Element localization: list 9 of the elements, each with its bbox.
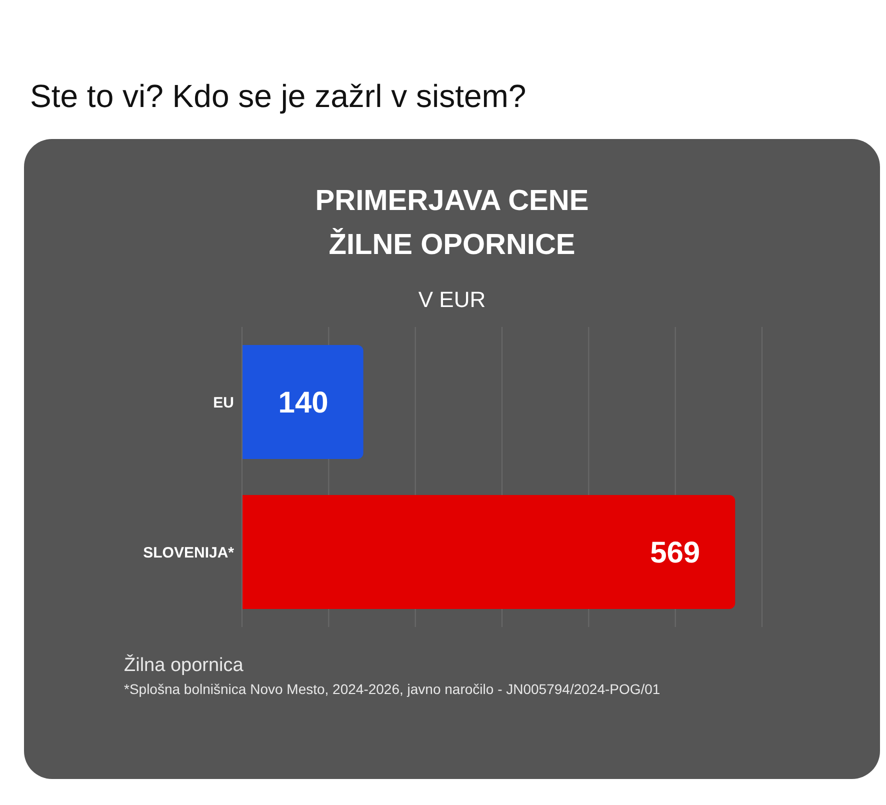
text: Ste to vi? Kdo se je zažrl v sistem? xyxy=(29,77,528,116)
text: Žilna opornica xyxy=(124,655,244,677)
chart-subtitle: V EUR xyxy=(417,287,487,313)
y-tick-label: EU xyxy=(213,394,234,412)
text: *Splošna bolnišnica Novo Mesto, 2024-2026, javno naročilo - JN005794/2024-POG/01 xyxy=(124,681,662,697)
data-label: 140 xyxy=(278,386,328,420)
data-label: 569 xyxy=(650,536,700,570)
y-tick-label: SLOVENIJA* xyxy=(143,544,234,562)
chart-title: PRIMERJAVA CENE ŽILNE OPORNICE xyxy=(314,184,590,263)
